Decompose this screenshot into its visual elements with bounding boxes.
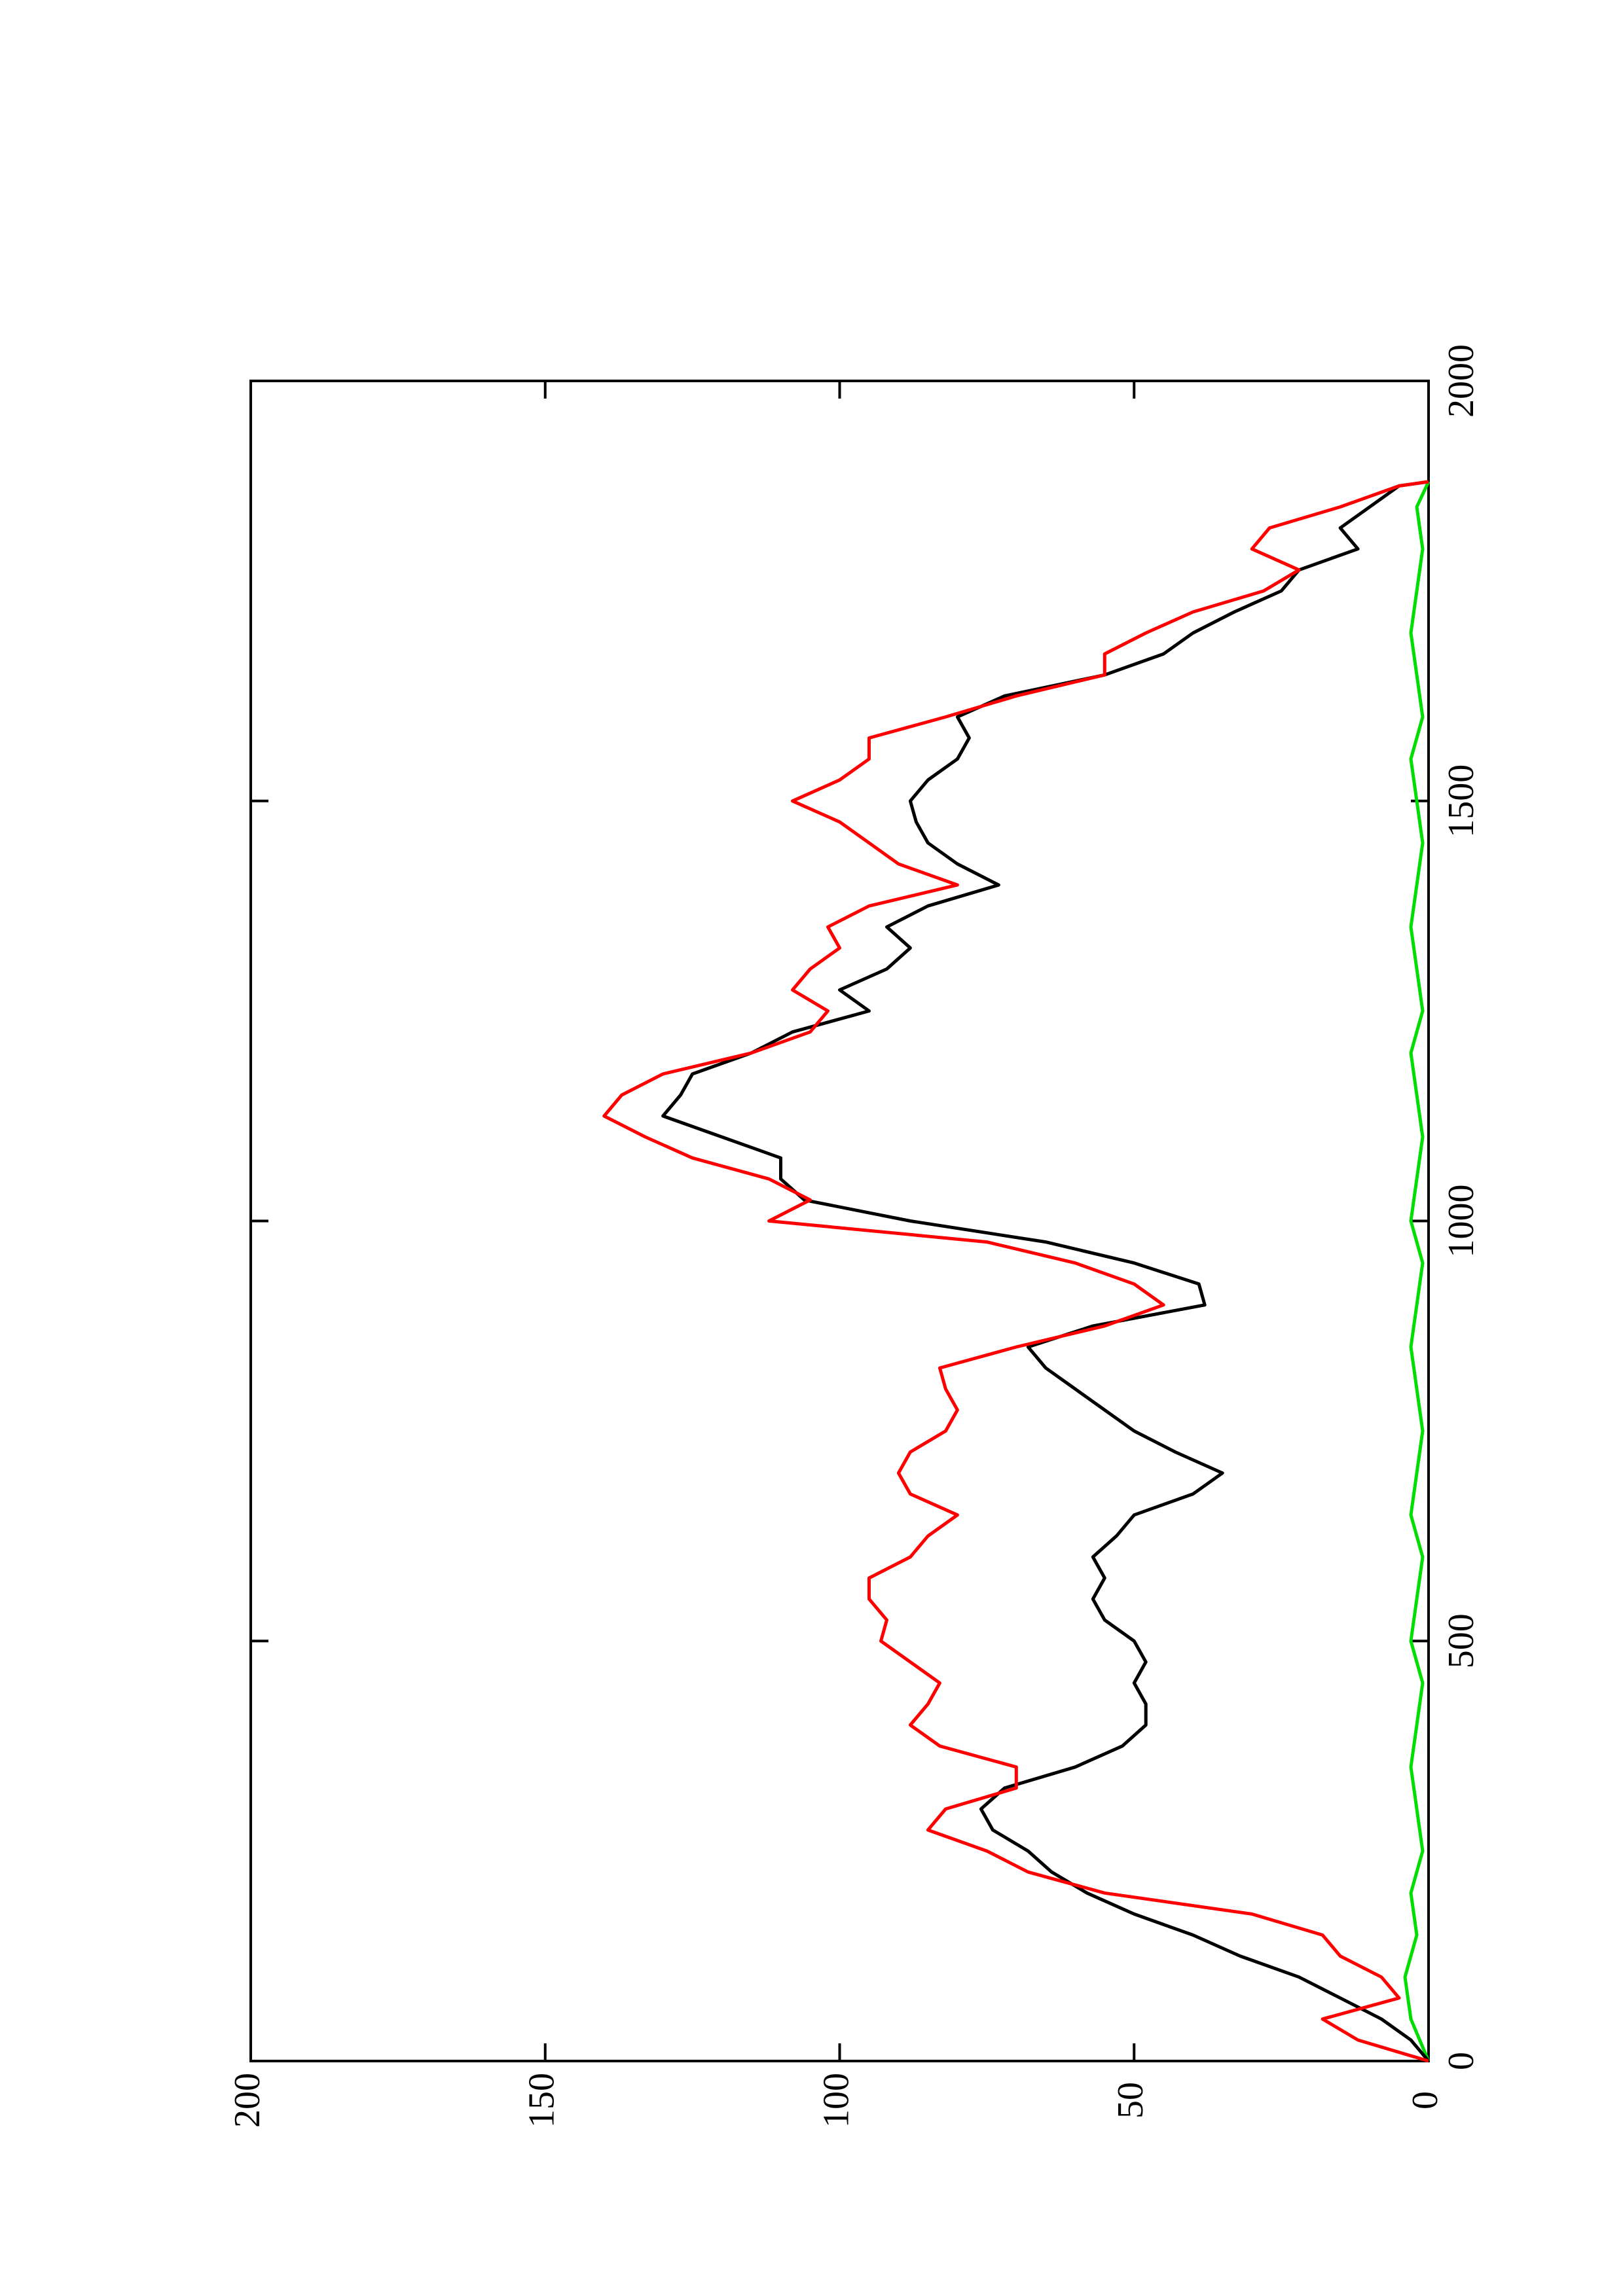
x-tick-label: 0 (1441, 2052, 1482, 2070)
x-tick-label: 2000 (1441, 344, 1482, 418)
y-tick-label: 0 (1405, 2091, 1446, 2109)
y-tick-label: 200 (227, 2073, 268, 2128)
y-tick-label: 50 (1110, 2082, 1151, 2119)
y-tick-label: 150 (522, 2073, 562, 2128)
series-line (661, 480, 1430, 2062)
series-line (602, 480, 1429, 2063)
y-tick-label: 100 (816, 2073, 856, 2128)
plot-frame (249, 380, 1430, 2062)
series-line (1403, 480, 1431, 2062)
x-tick-label: 1500 (1441, 764, 1482, 838)
x-tick-label: 500 (1441, 1613, 1482, 1668)
x-tick-label: 1000 (1441, 1185, 1482, 1258)
